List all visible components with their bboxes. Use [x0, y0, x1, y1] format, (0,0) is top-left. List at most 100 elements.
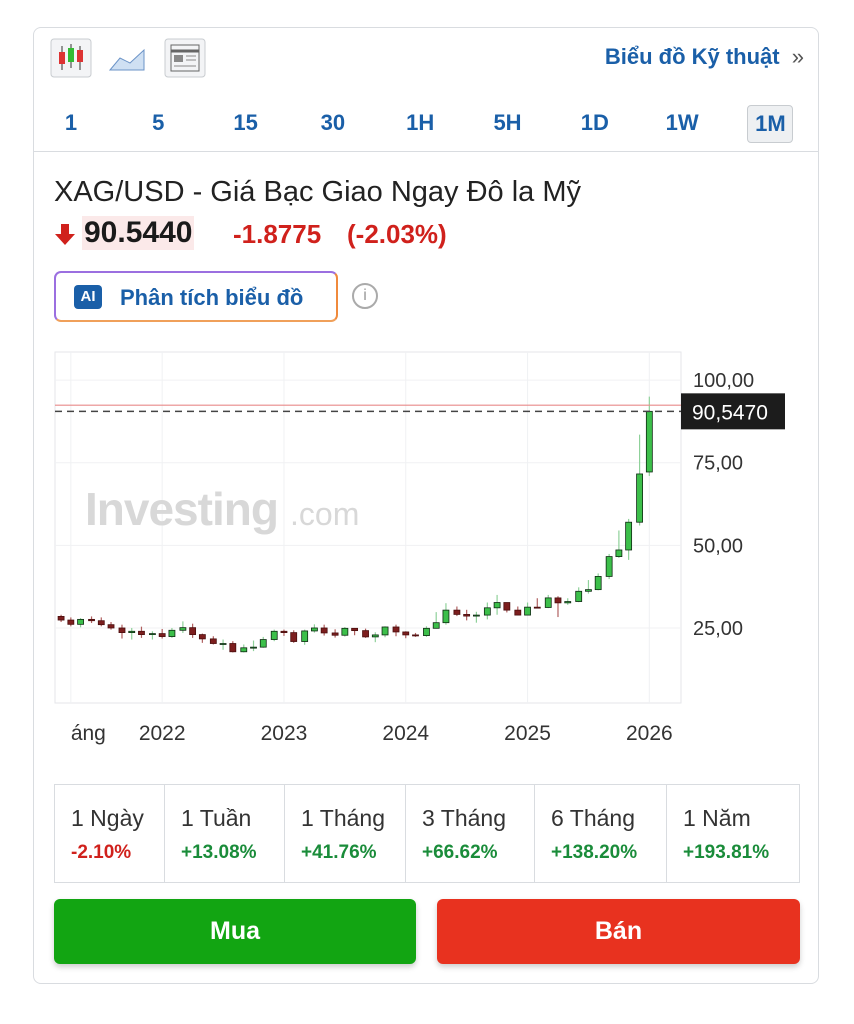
period-cell[interactable]: 1 Tháng +41.76% — [285, 785, 406, 882]
timeframe[interactable]: 15 — [233, 110, 258, 135]
candle-body — [625, 521, 633, 551]
timeframe[interactable]: 5H — [493, 110, 522, 135]
candle-body — [209, 638, 217, 644]
price: 90.5440 — [82, 216, 195, 250]
candle-body — [564, 601, 572, 604]
timeframe[interactable]: 1M — [747, 105, 794, 143]
ai-button[interactable]: AI Phân tích biểu đồ — [54, 271, 338, 322]
chart-type-icons — [50, 38, 206, 78]
candle-body — [432, 622, 440, 629]
y-tick-label: 25,00 — [693, 618, 743, 640]
candle-body — [554, 597, 562, 604]
period-change: +138.20% — [551, 842, 638, 863]
instrument-title: XAG/USD - Giá Bạc Giao Ngay Đô la Mỹ — [54, 176, 581, 208]
period-cell[interactable]: 1 Ngày -2.10% — [55, 785, 165, 882]
timeframe[interactable]: 5 — [152, 110, 165, 135]
candle-body — [351, 627, 359, 632]
widget-card — [33, 27, 819, 984]
y-tick-label: 50,00 — [693, 535, 743, 557]
period-change: +13.08% — [181, 842, 257, 863]
candle-body — [290, 632, 298, 642]
candle-body — [514, 609, 522, 616]
period-name: 1 Tháng — [301, 805, 385, 831]
timeframe[interactable]: 1 — [64, 110, 78, 135]
timeframe[interactable]: 1H — [406, 110, 435, 135]
timeframe[interactable]: 30 — [320, 110, 346, 135]
candle-body — [250, 646, 257, 649]
last-price-label: 90,5470 — [692, 401, 768, 424]
news-icon[interactable] — [164, 38, 206, 78]
y-tick-label: 75,00 — [693, 453, 743, 475]
period-name: 1 Ngày — [71, 805, 144, 831]
candle-body — [311, 627, 318, 632]
price-chart: 100,00 75,00 50,00 25,00 áng 2022 2023 2024 2025… — [54, 351, 785, 745]
timeframe[interactable]: 1W — [665, 110, 699, 135]
candle-body — [645, 410, 653, 473]
last-price-box — [681, 393, 785, 430]
candle-body — [97, 620, 105, 626]
candle-body — [219, 643, 227, 645]
candle-body — [575, 590, 583, 602]
period-change: +193.81% — [683, 842, 770, 863]
candle-body — [381, 626, 389, 636]
down-arrow — [55, 224, 75, 245]
candle-body — [179, 627, 187, 631]
period-cell[interactable]: 1 Tuần +13.08% — [165, 785, 285, 882]
period-cell[interactable]: 1 Năm +193.81% — [667, 785, 800, 882]
area-icon[interactable] — [108, 48, 145, 71]
candle-body — [544, 597, 552, 608]
sell-button[interactable]: Bán — [437, 899, 800, 964]
candle-body — [412, 634, 419, 637]
watermark: Investing — [85, 483, 278, 535]
candle-body — [57, 616, 65, 621]
candle-body — [453, 609, 461, 615]
period-name: 3 Tháng — [422, 805, 506, 831]
candle-body — [240, 647, 248, 653]
candle-body — [392, 626, 400, 633]
watermark-suffix: .com — [290, 496, 359, 532]
period-name: 6 Tháng — [551, 805, 635, 831]
candle-body — [371, 634, 379, 638]
tech-chart-link[interactable]: Biểu đồ Kỹ thuật » — [605, 44, 804, 70]
timeframe[interactable]: 1D — [580, 110, 609, 135]
candle-body — [280, 630, 288, 634]
candle-body — [472, 614, 480, 617]
change: -1.8775 — [233, 219, 322, 249]
period-name: 1 Tuần — [181, 805, 252, 831]
candle-body — [118, 627, 126, 634]
candle-body — [524, 606, 531, 616]
ai-badge[interactable]: AI — [74, 285, 102, 309]
candle-body — [594, 576, 602, 591]
candle-body — [88, 618, 95, 622]
candle-body — [270, 630, 278, 640]
x-tick-label: 2024 — [382, 722, 429, 745]
info-icon[interactable]: i — [352, 283, 378, 309]
link-text[interactable]: Biểu đồ Kỹ thuật — [604, 44, 780, 69]
candle-body — [636, 473, 643, 523]
x-tick-label: 2025 — [504, 722, 551, 745]
candle-body — [493, 602, 501, 609]
ai-button-label[interactable]: Phân tích biểu đồ — [120, 285, 304, 310]
candle-body — [331, 632, 339, 636]
candle-body — [423, 627, 430, 636]
candle-body — [189, 627, 197, 635]
candle-body — [229, 643, 237, 653]
candle-body — [463, 614, 471, 617]
candle-body — [585, 589, 592, 592]
period-cell[interactable]: 6 Tháng +138.20% — [535, 785, 667, 882]
candle-body — [138, 630, 145, 635]
period-cell[interactable]: 3 Tháng +66.62% — [406, 785, 535, 882]
candle-body — [149, 633, 156, 635]
y-tick-label: 100,00 — [693, 370, 754, 392]
candle-body — [128, 630, 136, 634]
candle-body — [168, 629, 176, 637]
candle-body — [605, 556, 613, 577]
candle-body — [533, 606, 541, 609]
x-tick-label: 2023 — [261, 722, 308, 745]
buy-button[interactable]: Mua — [54, 899, 416, 964]
candle-body — [158, 633, 166, 637]
x-tick-label: 2026 — [626, 722, 673, 745]
plot-border — [54, 351, 682, 704]
link-arrow[interactable]: » — [791, 44, 804, 69]
